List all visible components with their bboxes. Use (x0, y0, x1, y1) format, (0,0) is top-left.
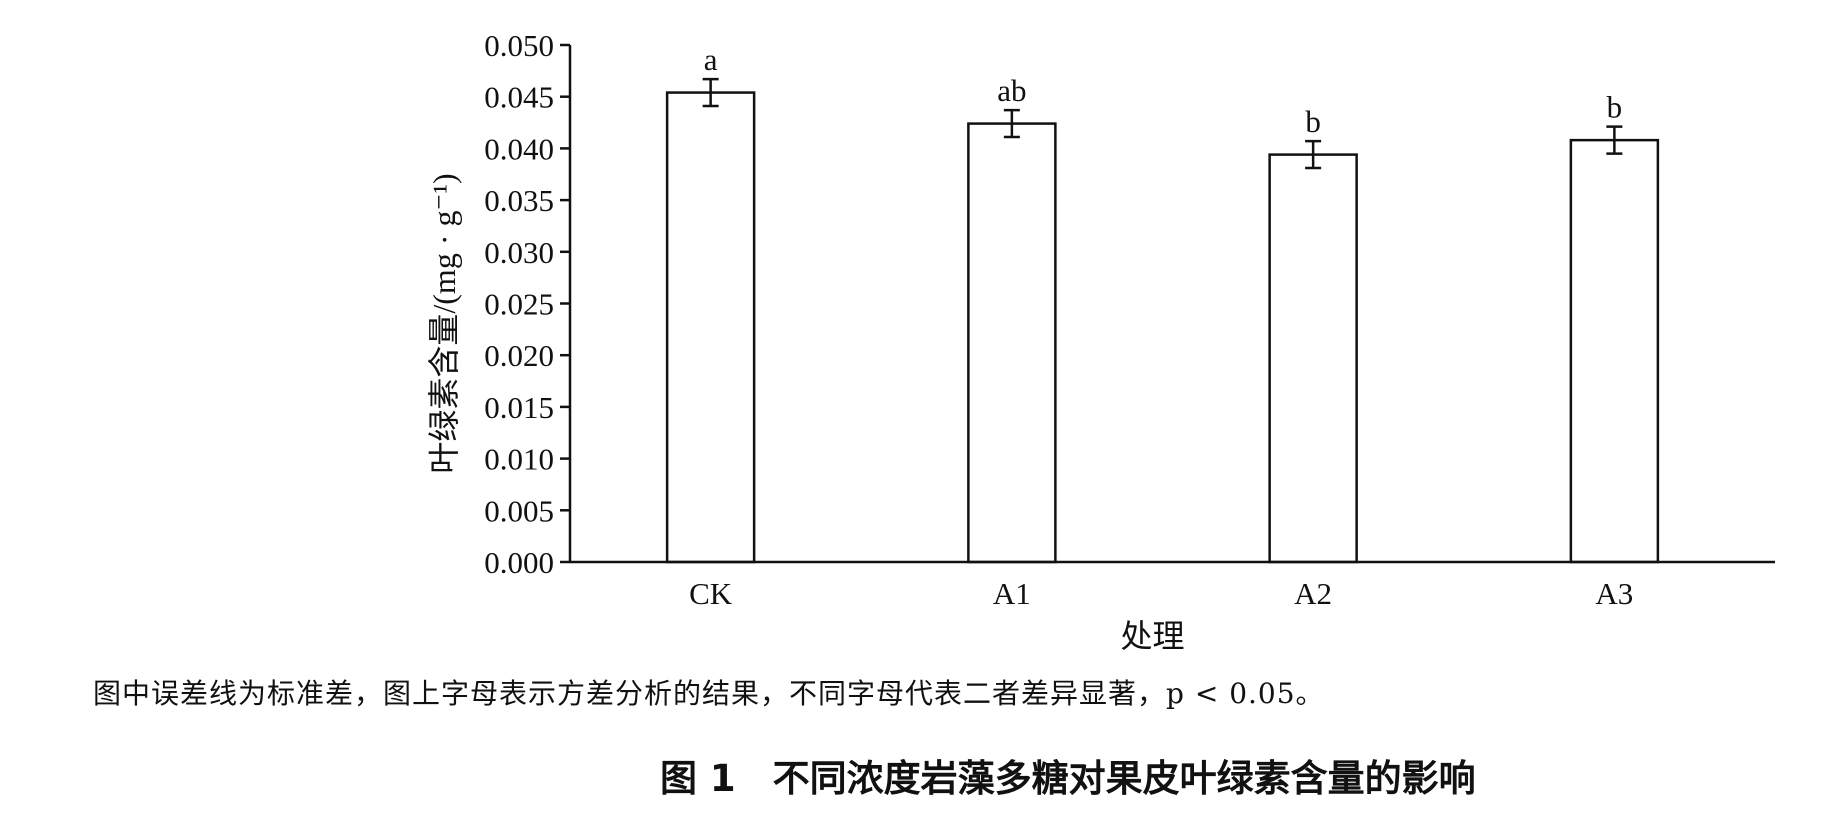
x-tick-label: A3 (1595, 576, 1633, 611)
x-tick-label: CK (689, 576, 733, 611)
y-tick-label: 0.040 (484, 131, 554, 166)
bar-a3 (1569, 138, 1660, 564)
y-tick-label: 0.030 (484, 235, 554, 270)
significance-letter: b (1607, 90, 1623, 125)
x-axis-ticks: CK A1 A2 A3 (689, 576, 1633, 611)
y-tick-label: 0.010 (484, 442, 554, 477)
x-tick-label: A2 (1294, 576, 1332, 611)
significance-letter: b (1305, 104, 1321, 139)
figure-note: 图中误差线为标准差，图上字母表示方差分析的结果，不同字母代表二者差异显著，p <… (93, 677, 1325, 710)
y-tick-label: 0.000 (484, 545, 554, 580)
y-tick-label: 0.035 (484, 183, 554, 218)
y-tick-label: 0.015 (484, 390, 554, 425)
y-axis-ticks: 0.000 0.005 0.010 0.015 0.020 0.025 0.030 0.035… (484, 28, 570, 580)
bars: a ab b b (665, 42, 1660, 564)
y-tick-label: 0.020 (484, 338, 554, 373)
figure-caption: 图 1 不同浓度岩藻多糖对果皮叶绿素含量的影响 (660, 757, 1476, 800)
bar-a1 (967, 122, 1057, 564)
y-tick-label: 0.005 (484, 493, 554, 528)
y-axis-label: 叶绿素含量/(mg · g⁻¹) (426, 173, 462, 473)
y-tick-label: 0.050 (484, 28, 554, 63)
significance-letter: ab (997, 73, 1026, 108)
y-tick-label: 0.025 (484, 287, 554, 322)
x-tick-label: A1 (993, 576, 1031, 611)
significance-letter: a (704, 42, 718, 77)
bar-chart: 0.000 0.005 0.010 0.015 0.020 0.025 0.030 0.035… (426, 28, 1775, 654)
bar-a2 (1268, 153, 1358, 564)
bar-ck (665, 91, 756, 564)
y-tick-label: 0.045 (484, 80, 554, 115)
x-axis-label: 处理 (1120, 618, 1184, 654)
